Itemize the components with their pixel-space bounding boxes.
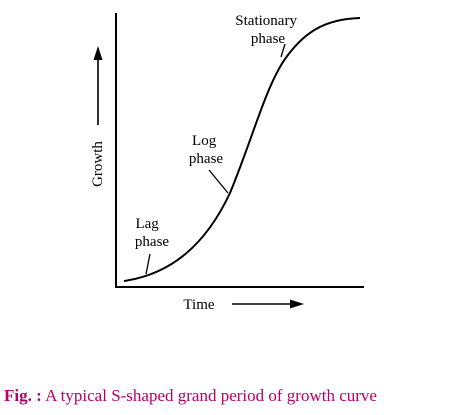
stationary-phase-pointer [280,43,286,58]
y-axis-arrow-icon [93,46,103,125]
caption-prefix: Fig. : [4,386,42,405]
x-axis-label: Time [183,297,214,313]
lag-phase-label: Lag phase [135,216,169,250]
figure-caption: Fig. : A typical S-shaped grand period o… [4,386,452,406]
caption-text: A typical S-shaped grand period of growt… [41,386,377,405]
y-axis-label: Growth [90,141,106,187]
stationary-phase-label: Stationary phase [235,13,300,47]
lag-phase-pointer [145,253,151,275]
log-phase-label: Log phase [189,133,223,167]
x-axis-arrow-icon [232,299,304,309]
log-phase-pointer [208,169,229,194]
growth-curve [123,17,361,282]
